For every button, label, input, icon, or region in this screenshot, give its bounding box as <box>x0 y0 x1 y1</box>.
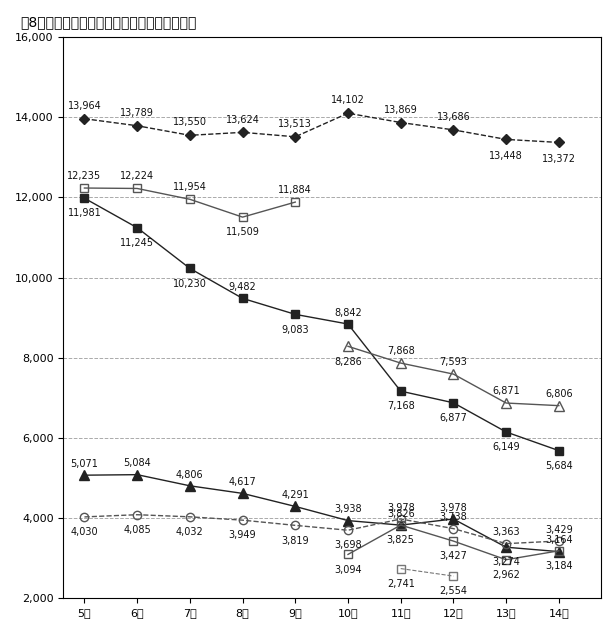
Text: 14,102: 14,102 <box>331 96 365 105</box>
Text: 6,149: 6,149 <box>492 442 520 452</box>
Text: 9,482: 9,482 <box>229 282 256 292</box>
Text: 図8　主な産業中分類の年次別従業者数（人）: 図8 主な産業中分類の年次別従業者数（人） <box>20 15 197 29</box>
Text: 4,030: 4,030 <box>71 527 98 537</box>
Text: 10,230: 10,230 <box>173 279 207 289</box>
Text: 4,291: 4,291 <box>282 490 309 500</box>
Text: 5,684: 5,684 <box>545 461 573 471</box>
Text: 4,085: 4,085 <box>123 525 151 535</box>
Text: 6,877: 6,877 <box>439 413 468 423</box>
Text: 3,826: 3,826 <box>387 509 415 519</box>
Text: 11,954: 11,954 <box>173 182 207 192</box>
Text: 3,363: 3,363 <box>492 527 520 537</box>
Text: 4,032: 4,032 <box>176 527 204 537</box>
Text: 11,509: 11,509 <box>225 227 259 237</box>
Text: 3,184: 3,184 <box>545 561 573 571</box>
Text: 13,624: 13,624 <box>225 115 259 125</box>
Text: 11,981: 11,981 <box>68 208 101 218</box>
Text: 13,964: 13,964 <box>68 101 101 111</box>
Text: 3,938: 3,938 <box>334 505 362 515</box>
Text: 8,286: 8,286 <box>334 356 362 367</box>
Text: 7,593: 7,593 <box>439 357 468 367</box>
Text: 2,962: 2,962 <box>492 570 520 580</box>
Text: 5,084: 5,084 <box>123 458 151 468</box>
Text: 3,427: 3,427 <box>439 551 468 561</box>
Text: 9,083: 9,083 <box>282 325 309 335</box>
Text: 12,224: 12,224 <box>120 172 154 182</box>
Text: 3,949: 3,949 <box>229 530 256 541</box>
Text: 7,168: 7,168 <box>387 401 415 411</box>
Text: 13,513: 13,513 <box>278 119 312 129</box>
Text: 3,978: 3,978 <box>440 503 468 513</box>
Text: 2,554: 2,554 <box>439 586 468 596</box>
Text: 3,819: 3,819 <box>282 536 309 546</box>
Text: 4,806: 4,806 <box>176 470 204 480</box>
Text: 3,164: 3,164 <box>545 536 573 546</box>
Text: 6,806: 6,806 <box>545 389 573 399</box>
Text: 3,698: 3,698 <box>334 541 362 551</box>
Text: 6,871: 6,871 <box>492 386 520 396</box>
Text: 3,978: 3,978 <box>387 503 415 513</box>
Text: 13,789: 13,789 <box>120 108 154 118</box>
Text: 3,429: 3,429 <box>545 525 573 535</box>
Text: 5,071: 5,071 <box>70 459 99 469</box>
Text: 11,884: 11,884 <box>278 185 312 195</box>
Text: 3,738: 3,738 <box>440 512 468 522</box>
Text: 7,868: 7,868 <box>387 346 415 356</box>
Text: 3,825: 3,825 <box>387 536 415 546</box>
Text: 4,617: 4,617 <box>229 477 256 487</box>
Text: 8,842: 8,842 <box>334 308 362 318</box>
Text: 2,741: 2,741 <box>387 579 415 589</box>
Text: 13,550: 13,550 <box>173 118 207 127</box>
Text: 3,274: 3,274 <box>492 558 520 567</box>
Text: 12,235: 12,235 <box>67 171 102 181</box>
Text: 11,245: 11,245 <box>120 238 154 248</box>
Text: 13,869: 13,869 <box>384 104 418 115</box>
Text: 13,686: 13,686 <box>437 112 470 122</box>
Text: 13,448: 13,448 <box>489 151 523 161</box>
Text: 13,372: 13,372 <box>542 154 576 165</box>
Text: 3,094: 3,094 <box>334 565 362 575</box>
